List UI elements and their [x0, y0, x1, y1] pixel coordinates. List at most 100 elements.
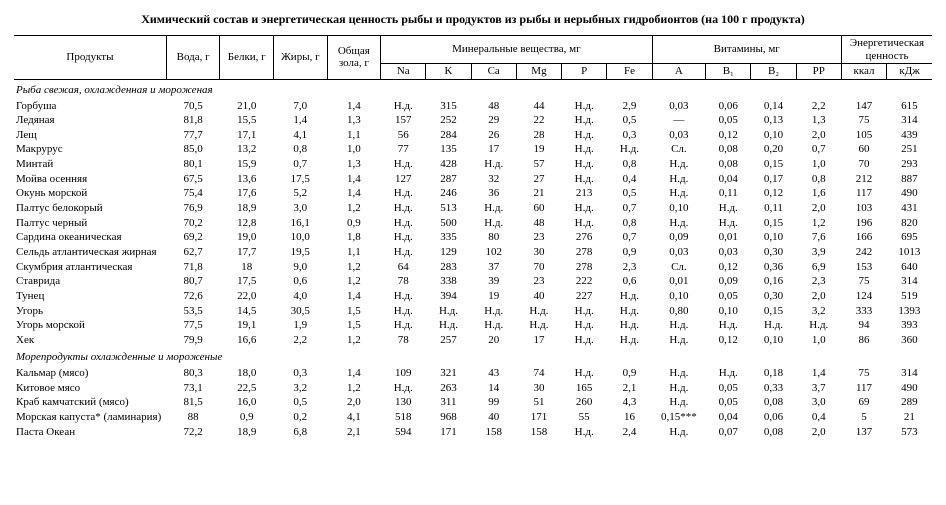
- table-row: Китовое мясо73,122,53,21,2Н.д.2631430165…: [14, 381, 932, 396]
- cell-name: Скумбрия атлантическая: [14, 260, 166, 275]
- cell-a: Н.д.: [652, 395, 706, 410]
- cell-na: 78: [381, 274, 426, 289]
- cell-kcal: 153: [841, 260, 886, 275]
- cell-b1: 0,08: [706, 142, 751, 157]
- cell-kj: 490: [887, 381, 932, 396]
- cell-protein: 12,8: [220, 216, 274, 231]
- cell-k: 171: [426, 425, 471, 440]
- cell-p: Н.д.: [562, 333, 607, 348]
- cell-b1: 0,07: [706, 425, 751, 440]
- cell-p: Н.д.: [562, 318, 607, 333]
- cell-k: 500: [426, 216, 471, 231]
- cell-kcal: 124: [841, 289, 886, 304]
- cell-kj: 293: [887, 157, 932, 172]
- cell-mg: 30: [516, 381, 561, 396]
- cell-k: Н.д.: [426, 304, 471, 319]
- cell-ash: 1,5: [327, 304, 381, 319]
- cell-ash: 1,4: [327, 172, 381, 187]
- cell-b2: 0,12: [751, 186, 796, 201]
- cell-fat: 0,2: [274, 410, 328, 425]
- cell-fat: 16,1: [274, 216, 328, 231]
- table-row: Макрурус85,013,20,81,0771351719Н.д.Н.д.С…: [14, 142, 932, 157]
- cell-na: 127: [381, 172, 426, 187]
- cell-na: Н.д.: [381, 99, 426, 114]
- cell-kcal: 105: [841, 128, 886, 143]
- cell-protein: 14,5: [220, 304, 274, 319]
- cell-a: Н.д.: [652, 425, 706, 440]
- cell-kcal: 60: [841, 142, 886, 157]
- cell-ca: 19: [471, 289, 516, 304]
- cell-b2: 0,17: [751, 172, 796, 187]
- cell-a: 0,03: [652, 128, 706, 143]
- cell-a: 0,80: [652, 304, 706, 319]
- cell-ash: 1,2: [327, 201, 381, 216]
- cell-k: 968: [426, 410, 471, 425]
- cell-ash: 1,1: [327, 245, 381, 260]
- cell-water: 88: [166, 410, 220, 425]
- cell-fat: 19,5: [274, 245, 328, 260]
- cell-ash: 1,2: [327, 274, 381, 289]
- cell-mg: 23: [516, 274, 561, 289]
- cell-kcal: 75: [841, 274, 886, 289]
- table-title: Химический состав и энергетическая ценно…: [14, 12, 932, 27]
- cell-b2: 0,15: [751, 157, 796, 172]
- cell-b1: 0,05: [706, 113, 751, 128]
- cell-kj: 314: [887, 274, 932, 289]
- cell-mg: 44: [516, 99, 561, 114]
- cell-fat: 30,5: [274, 304, 328, 319]
- cell-kcal: 196: [841, 216, 886, 231]
- cell-kj: 615: [887, 99, 932, 114]
- cell-pp: 1,3: [796, 113, 841, 128]
- cell-fe: 0,9: [607, 366, 652, 381]
- cell-a: 0,09: [652, 230, 706, 245]
- cell-water: 72,2: [166, 425, 220, 440]
- cell-name: Окунь морской: [14, 186, 166, 201]
- cell-kcal: 212: [841, 172, 886, 187]
- table-row: Тунец72,622,04,01,4Н.д.3941940227Н.д.0,1…: [14, 289, 932, 304]
- cell-name: Кальмар (мясо): [14, 366, 166, 381]
- cell-p: Н.д.: [562, 304, 607, 319]
- cell-b1: 0,01: [706, 230, 751, 245]
- cell-water: 77,5: [166, 318, 220, 333]
- col-fe: Fe: [607, 64, 652, 80]
- cell-ca: 158: [471, 425, 516, 440]
- cell-water: 85,0: [166, 142, 220, 157]
- cell-water: 75,4: [166, 186, 220, 201]
- cell-b1: Н.д.: [706, 216, 751, 231]
- cell-name: Угорь морской: [14, 318, 166, 333]
- cell-b2: 0,33: [751, 381, 796, 396]
- cell-ca: Н.д.: [471, 157, 516, 172]
- cell-fat: 10,0: [274, 230, 328, 245]
- cell-a: 0,10: [652, 289, 706, 304]
- cell-kcal: 147: [841, 99, 886, 114]
- cell-fe: 0,7: [607, 230, 652, 245]
- cell-water: 76,9: [166, 201, 220, 216]
- cell-pp: 1,0: [796, 333, 841, 348]
- cell-p: Н.д.: [562, 366, 607, 381]
- col-fat: Жиры, г: [274, 36, 328, 80]
- cell-a: 0,10: [652, 201, 706, 216]
- cell-na: Н.д.: [381, 245, 426, 260]
- cell-a: Н.д.: [652, 186, 706, 201]
- cell-b2: 0,20: [751, 142, 796, 157]
- cell-p: 165: [562, 381, 607, 396]
- cell-p: 222: [562, 274, 607, 289]
- cell-kcal: 242: [841, 245, 886, 260]
- cell-ca: 39: [471, 274, 516, 289]
- cell-b1: 0,12: [706, 128, 751, 143]
- cell-ash: 1,5: [327, 318, 381, 333]
- cell-p: Н.д.: [562, 142, 607, 157]
- cell-k: 135: [426, 142, 471, 157]
- cell-fe: 16: [607, 410, 652, 425]
- cell-water: 70,2: [166, 216, 220, 231]
- cell-pp: 2,0: [796, 128, 841, 143]
- cell-pp: 0,4: [796, 410, 841, 425]
- cell-name: Сардина океаническая: [14, 230, 166, 245]
- cell-mg: 21: [516, 186, 561, 201]
- cell-kj: 490: [887, 186, 932, 201]
- cell-ca: 37: [471, 260, 516, 275]
- cell-mg: 158: [516, 425, 561, 440]
- cell-k: 428: [426, 157, 471, 172]
- cell-p: Н.д.: [562, 157, 607, 172]
- cell-na: 56: [381, 128, 426, 143]
